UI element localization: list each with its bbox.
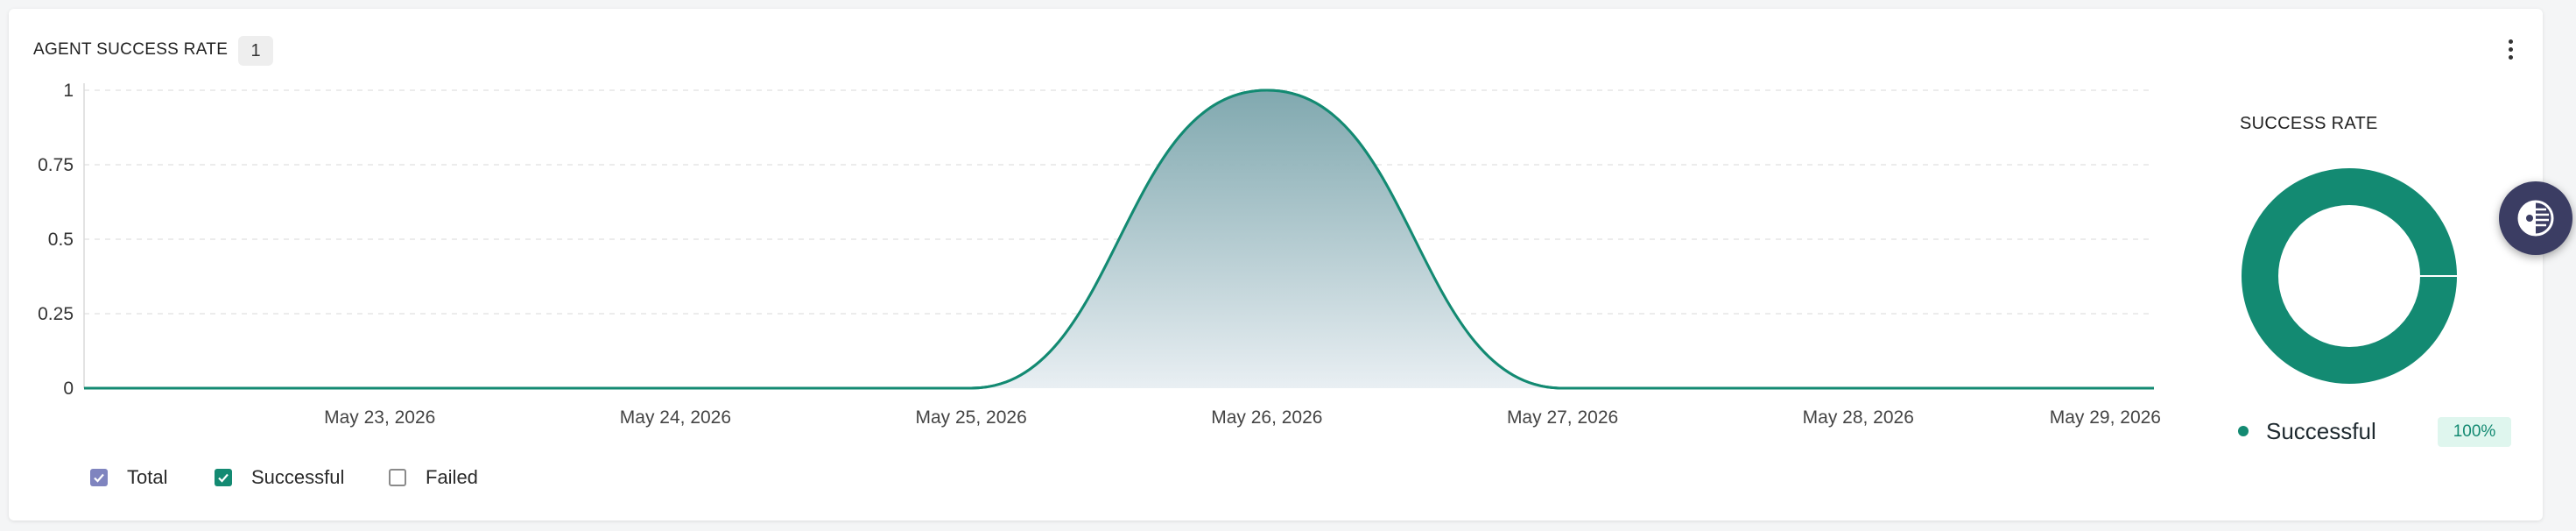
x-tick-label: May 24, 2026 — [620, 407, 731, 428]
count-badge: 1 — [238, 36, 273, 66]
card-title: AGENT SUCCESS RATE — [33, 40, 229, 59]
x-tick-label: May 27, 2026 — [1507, 407, 1618, 428]
success-rate-title: SUCCESS RATE — [2240, 114, 2378, 133]
y-tick-label: 0.5 — [48, 230, 74, 250]
line-chart: May 23, 2026 May 24, 2026 May 25, 2026 May … — [38, 81, 2161, 428]
legend-label-successful: Successful — [251, 466, 345, 488]
legend-successful-toggle[interactable]: Successful — [215, 465, 344, 490]
x-tick-label: May 26, 2026 — [1211, 407, 1322, 428]
donut-slice-successful — [2242, 168, 2457, 384]
y-tick-label: 0.75 — [38, 155, 74, 175]
legend-failed-toggle[interactable]: Failed — [389, 465, 478, 490]
y-tick-label: 0 — [63, 379, 74, 399]
checkbox-icon — [215, 469, 232, 486]
checkbox-icon — [90, 469, 108, 486]
y-tick-label: 1 — [63, 81, 74, 101]
success-rate-percent-badge: 100% — [2438, 417, 2511, 447]
agent-success-rate-card: AGENT SUCCESS RATE 1 May 23, 2026 May 24,… — [9, 9, 2543, 520]
checkbox-icon — [389, 469, 406, 486]
success-rate-label: Successful — [2266, 418, 2376, 444]
assistant-logo-icon[interactable] — [2499, 181, 2572, 255]
legend-label-failed: Failed — [426, 466, 478, 488]
x-tick-label: May 28, 2026 — [1803, 407, 1914, 428]
legend-total-toggle[interactable]: Total — [90, 465, 167, 490]
y-tick-label: 0.25 — [38, 304, 74, 324]
legend-label-total: Total — [127, 466, 168, 488]
x-tick-label: May 25, 2026 — [916, 407, 1027, 428]
success-rate-donut — [2242, 168, 2457, 384]
more-vertical-icon[interactable] — [2502, 33, 2519, 65]
x-tick-label: May 29, 2026 — [2050, 407, 2161, 428]
x-tick-label: May 23, 2026 — [324, 407, 435, 428]
legend-dot — [2238, 426, 2249, 436]
series-line-successful — [83, 88, 2156, 390]
